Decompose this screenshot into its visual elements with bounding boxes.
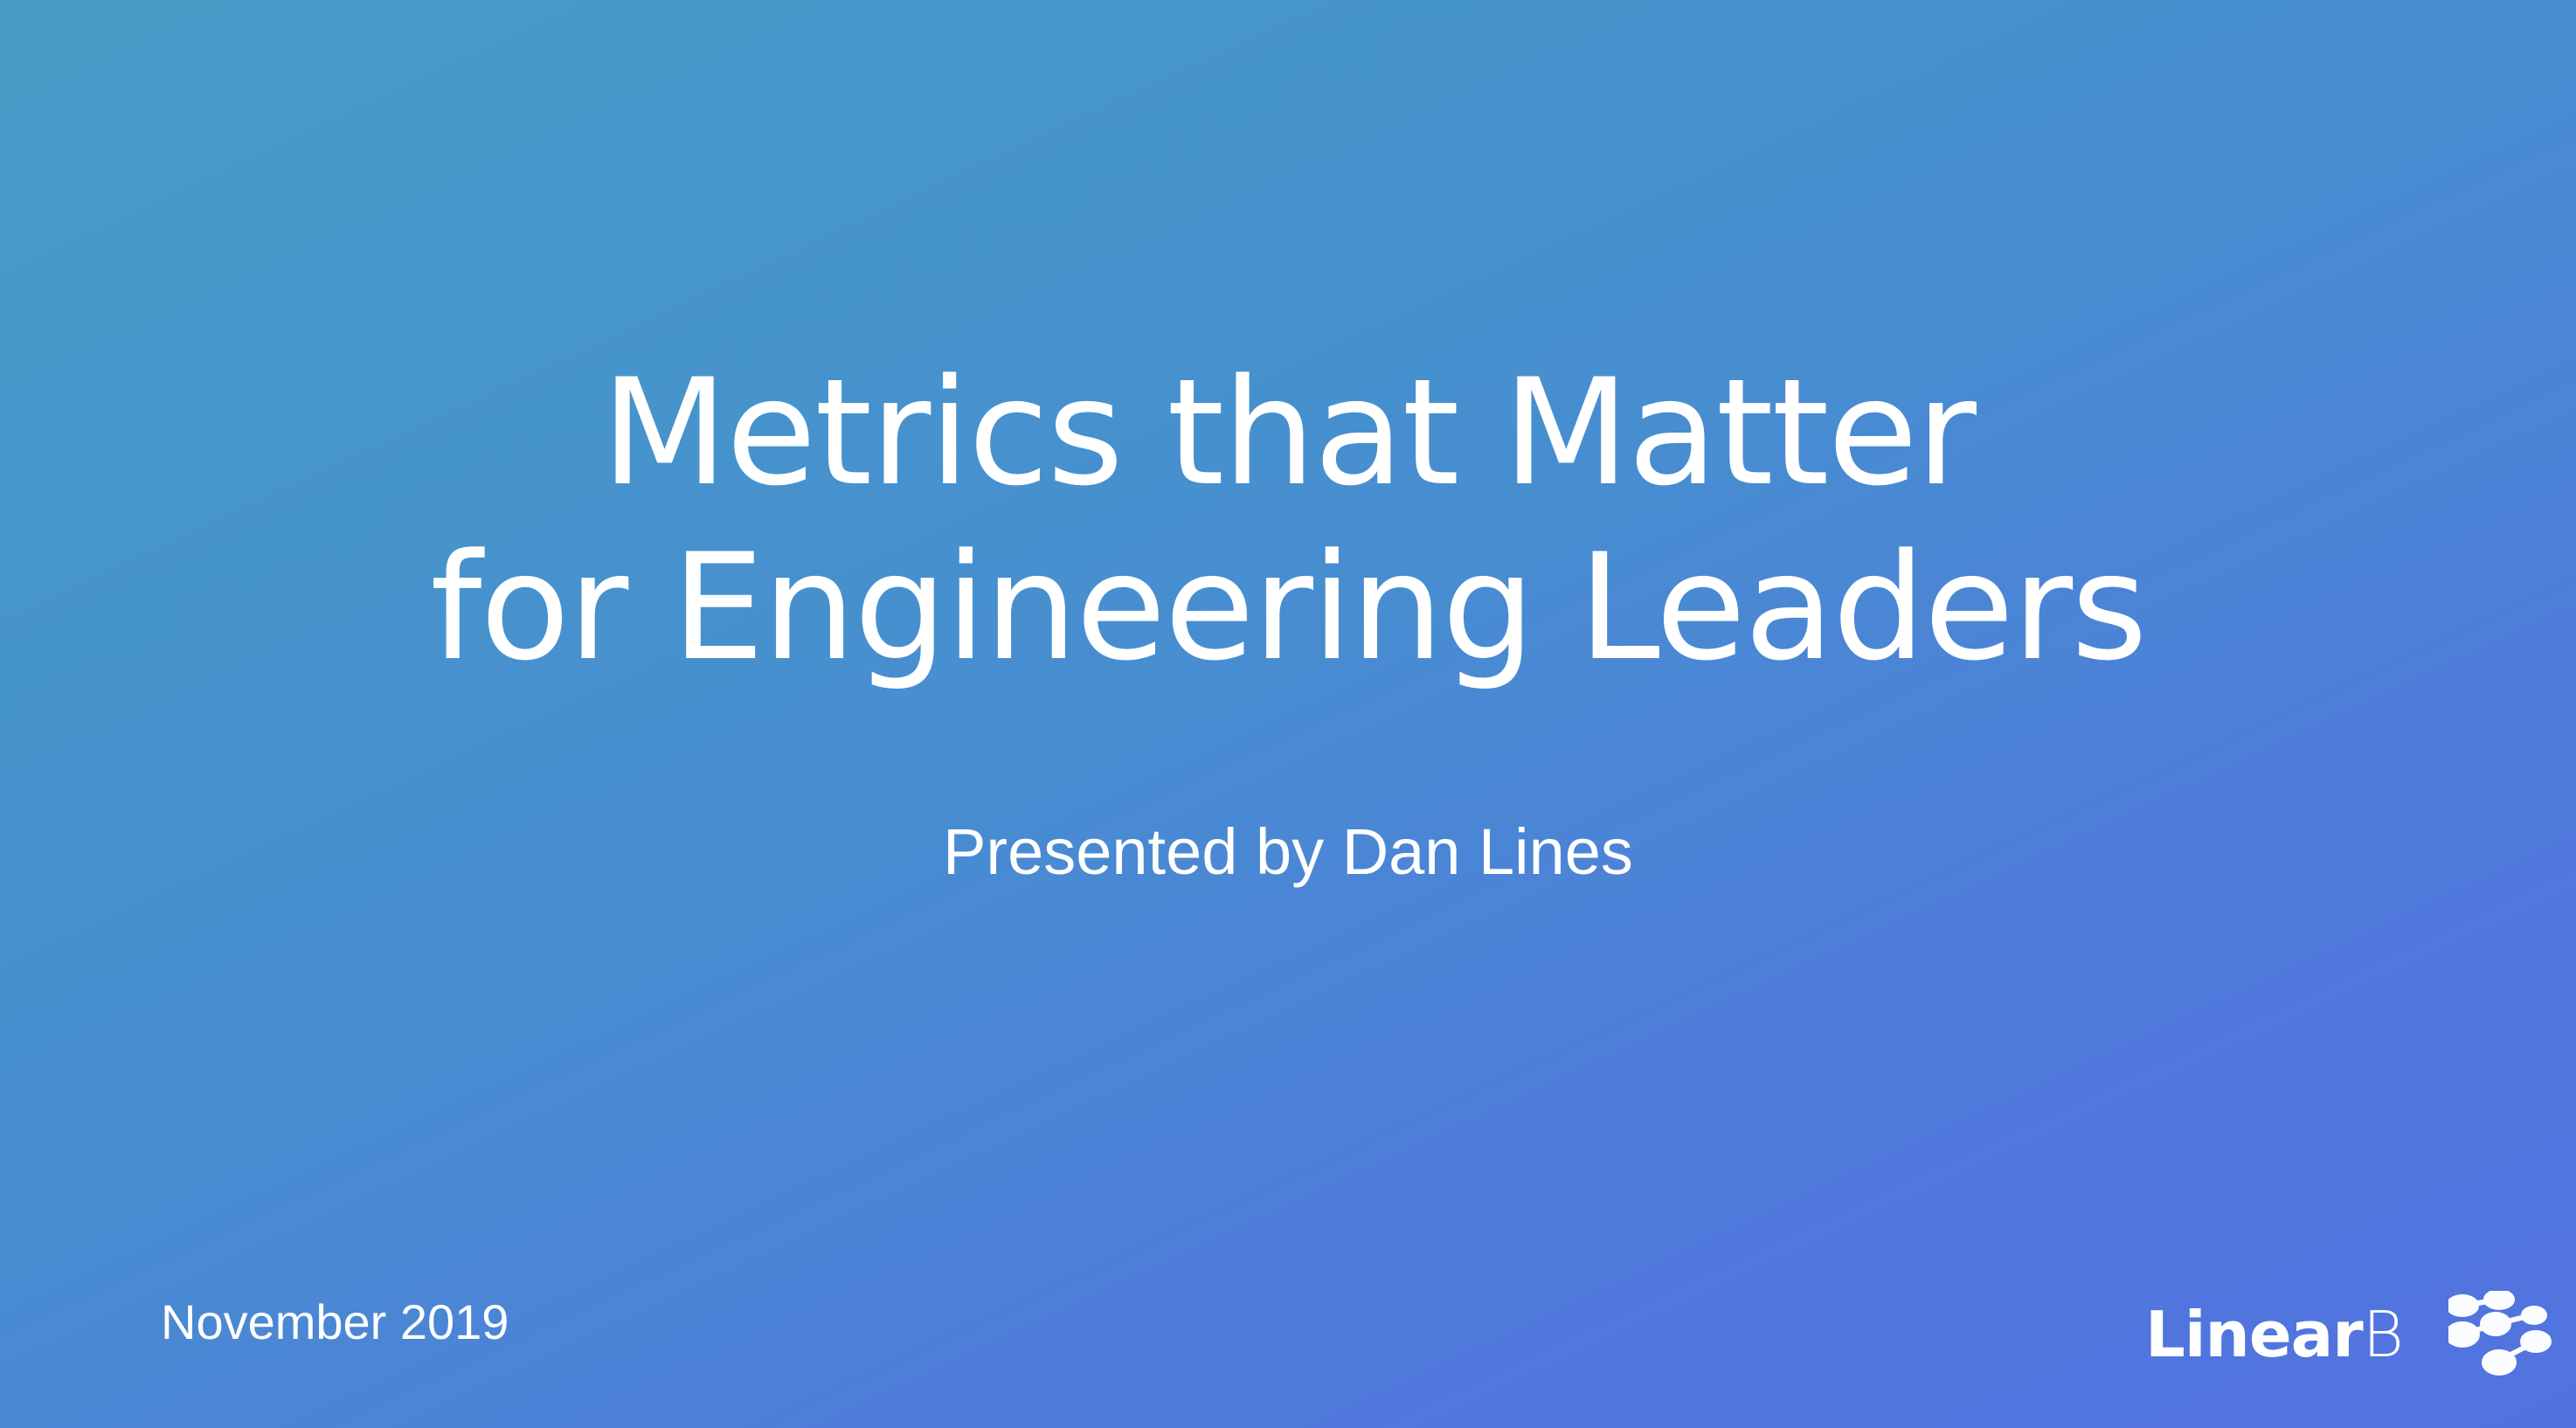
presentation-date: November 2019 <box>161 1294 509 1349</box>
logo-text-bold: Linear <box>2145 1298 2364 1371</box>
linearb-logo: LinearB <box>2145 1286 2562 1383</box>
logo-text-light: B <box>2362 1298 2404 1371</box>
presenter-subtitle: Presented by Dan Lines <box>943 815 1633 888</box>
logo-wordmark: LinearB <box>2145 1298 2404 1371</box>
molecule-nodes-icon <box>2448 1291 2552 1376</box>
title-line-1: Metrics that Matter <box>601 347 1977 518</box>
slide-title: Metrics that Matter for Engineering Lead… <box>0 345 2576 695</box>
title-line-2: for Engineering Leaders <box>430 522 2147 693</box>
